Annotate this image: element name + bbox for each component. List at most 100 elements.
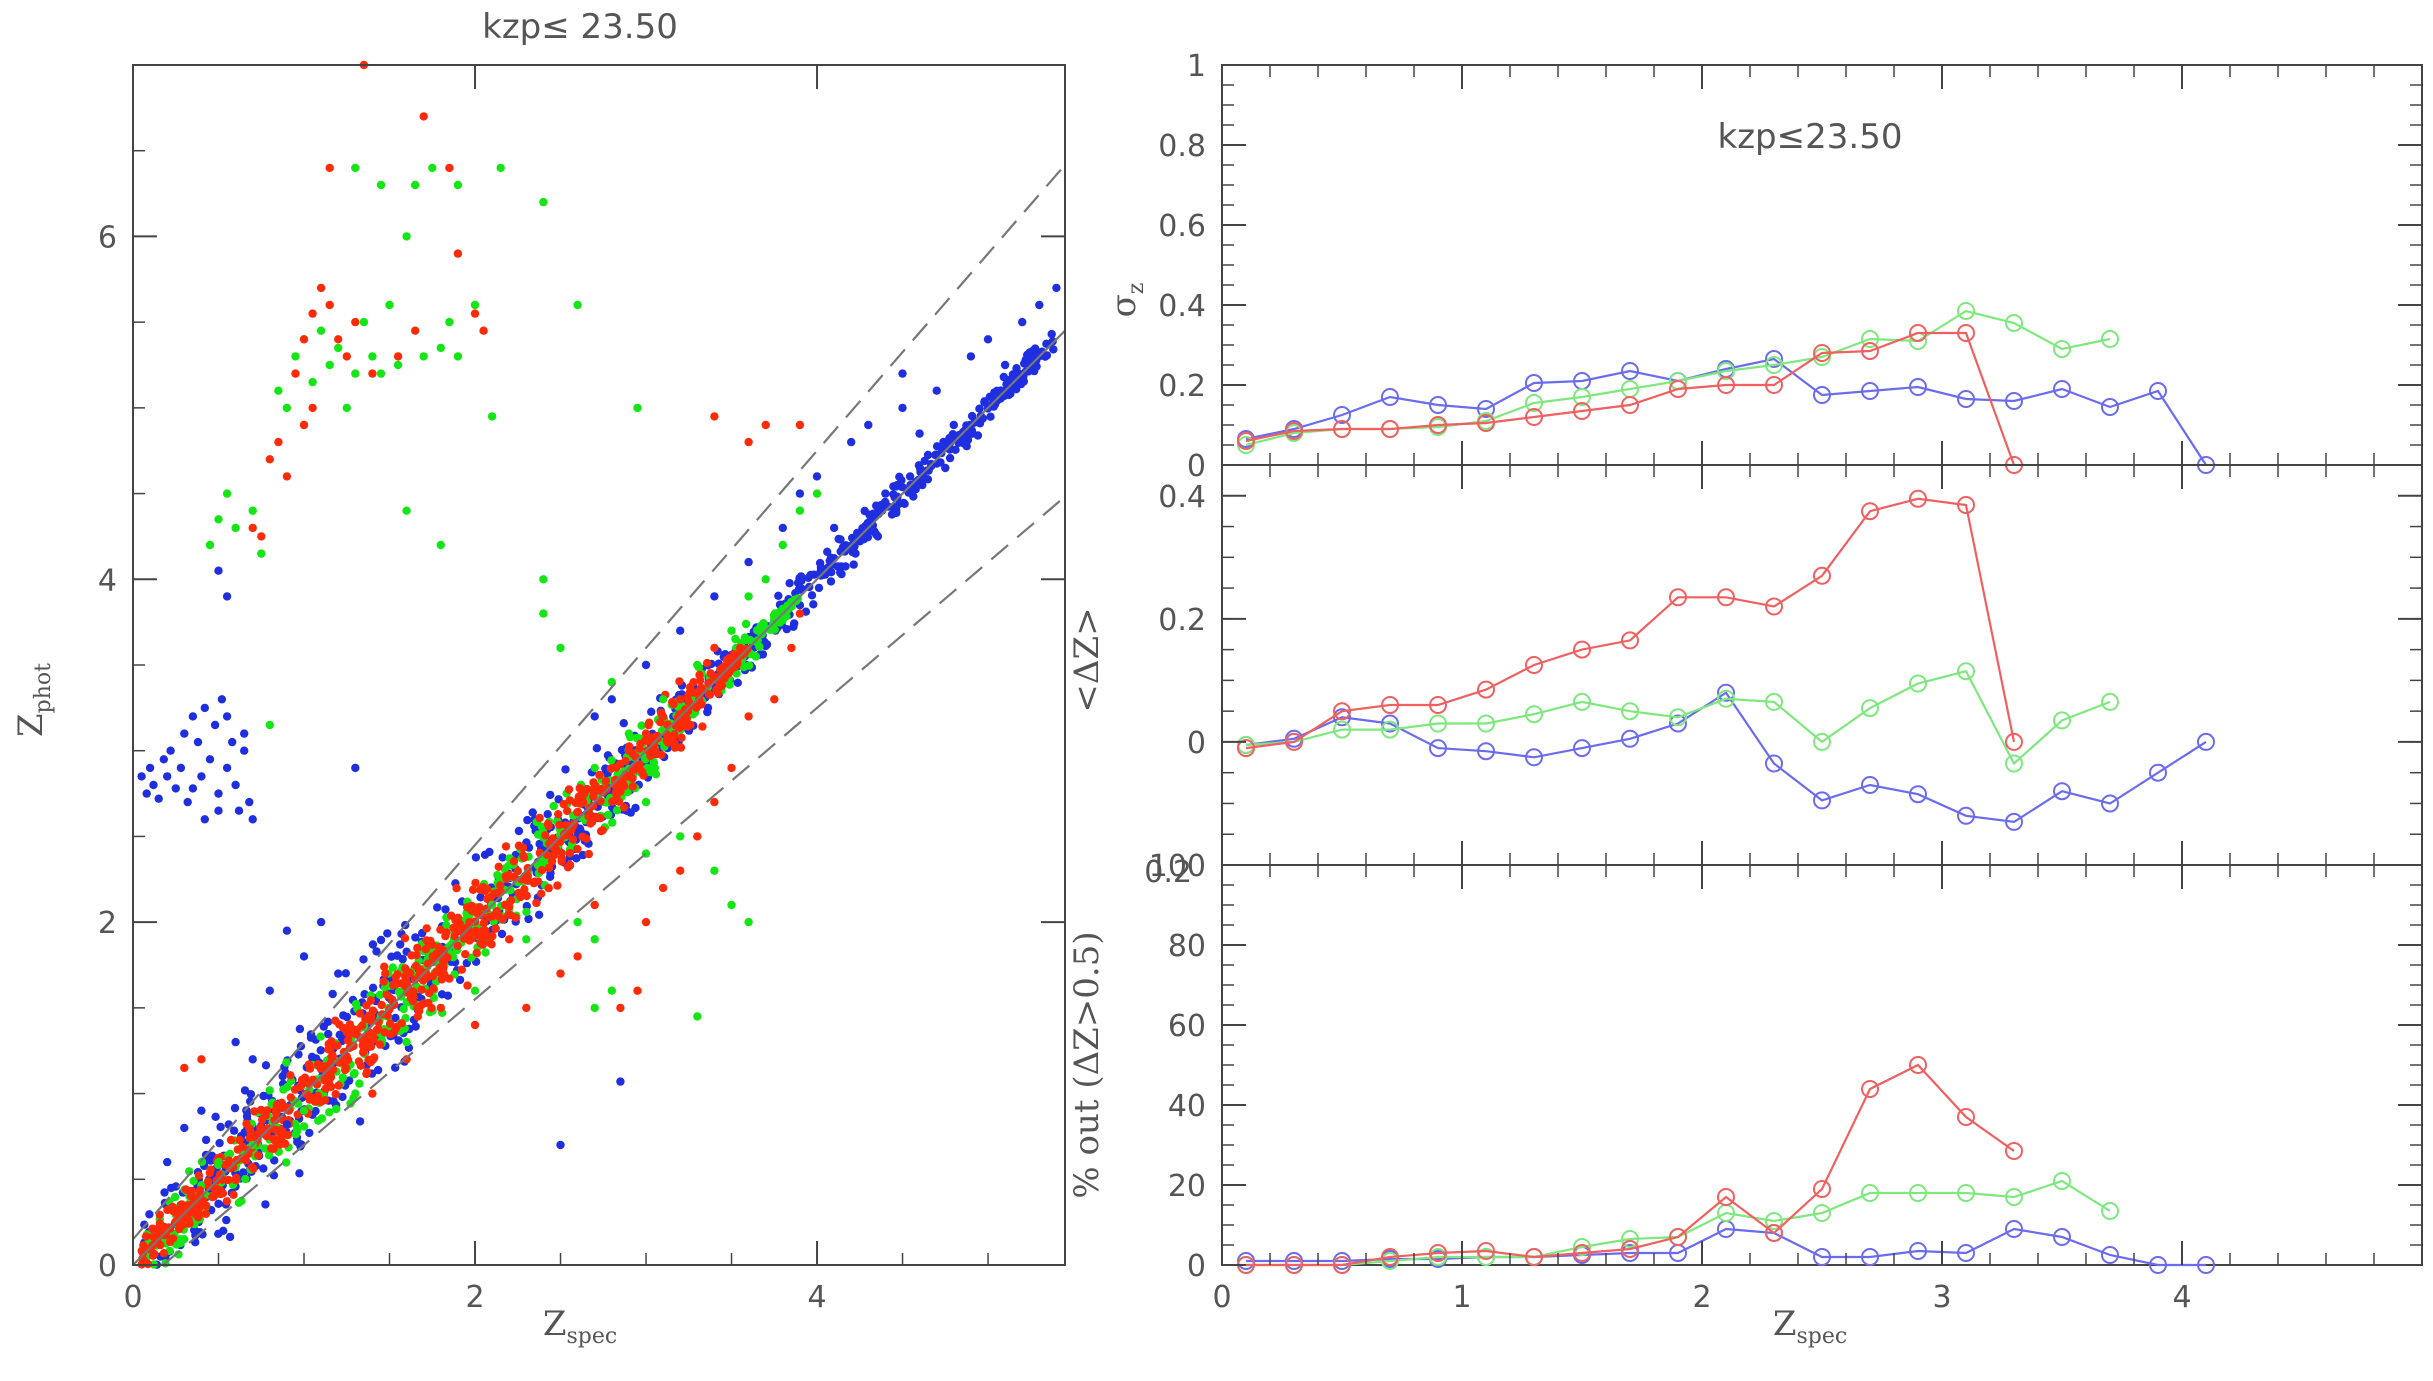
red-marker xyxy=(1861,342,1879,360)
red-point xyxy=(286,1093,295,1102)
red-point xyxy=(564,785,574,794)
red-point xyxy=(352,1030,362,1039)
blue-point xyxy=(411,933,420,942)
red-point xyxy=(645,736,654,745)
red-point xyxy=(297,1075,307,1085)
red-point xyxy=(425,988,434,998)
blue-marker xyxy=(2149,382,2167,400)
red-marker xyxy=(1621,396,1639,414)
red-point xyxy=(181,1185,191,1194)
y-tick-label: 1 xyxy=(1187,49,1206,84)
red-point xyxy=(354,1057,364,1066)
red-point xyxy=(390,979,399,989)
blue-point xyxy=(411,1022,420,1031)
blue-point xyxy=(1047,329,1056,339)
green-point xyxy=(351,163,360,173)
green-point xyxy=(453,352,463,361)
blue-point xyxy=(328,989,337,999)
red-point xyxy=(482,931,491,940)
red-point xyxy=(265,455,274,464)
blue-point xyxy=(932,442,942,451)
blue-point xyxy=(992,396,1002,405)
red-point xyxy=(596,786,605,795)
red-point xyxy=(541,831,550,840)
green-point xyxy=(739,662,748,672)
red-point xyxy=(544,821,553,831)
red-point xyxy=(635,744,644,753)
blue-point xyxy=(183,797,192,807)
green-marker xyxy=(1765,692,1783,711)
red-point xyxy=(284,1106,294,1115)
blue-point xyxy=(214,1199,223,1209)
green-point xyxy=(436,540,445,550)
green-marker xyxy=(1573,388,1591,406)
green-point xyxy=(299,1106,309,1115)
red-marker xyxy=(1237,432,1255,450)
green-point xyxy=(171,1192,180,1202)
blue-point xyxy=(945,453,955,463)
red-point xyxy=(710,643,719,653)
x-tick-label: 4 xyxy=(2172,1280,2191,1315)
blue-point xyxy=(1052,283,1061,293)
red-point xyxy=(628,782,637,791)
green-point xyxy=(641,797,651,807)
green-point xyxy=(332,1104,341,1114)
blue-point xyxy=(782,625,791,634)
green-marker xyxy=(1477,1248,1495,1266)
scatter-frame xyxy=(132,64,1066,1266)
red-point xyxy=(269,1144,278,1154)
blue-point xyxy=(945,434,954,443)
red-marker xyxy=(1237,739,1255,758)
green-point xyxy=(710,866,719,875)
x-tick-label: 0 xyxy=(123,1280,142,1315)
red-marker xyxy=(1525,1248,1543,1266)
red-point xyxy=(549,850,559,860)
green-point xyxy=(316,326,326,335)
blue-point xyxy=(229,1126,239,1135)
blue-point xyxy=(647,707,656,716)
green-point xyxy=(442,921,451,930)
green-point xyxy=(812,489,822,498)
red-point xyxy=(483,884,492,894)
blue-point xyxy=(785,579,794,588)
red-point xyxy=(468,885,478,894)
green-point xyxy=(241,1174,250,1184)
red-point xyxy=(369,1035,378,1044)
red-point xyxy=(533,877,543,886)
red-point xyxy=(380,962,389,971)
blue-point xyxy=(190,1226,199,1235)
red-point xyxy=(417,985,426,994)
blue-point xyxy=(200,815,209,824)
red-point xyxy=(580,787,590,796)
red-point xyxy=(148,1224,157,1233)
green-point xyxy=(745,635,755,645)
blue-point xyxy=(920,456,929,466)
red-point xyxy=(483,894,492,903)
blue-point xyxy=(166,746,175,755)
red-point xyxy=(537,866,547,875)
green-point xyxy=(470,986,480,995)
blue-point xyxy=(299,952,309,961)
blue-point xyxy=(228,737,237,747)
red-point xyxy=(366,1042,376,1051)
blue-marker xyxy=(1813,1248,1831,1266)
red-point xyxy=(544,883,553,893)
green-marker xyxy=(1861,1184,1879,1202)
blue-point xyxy=(1018,317,1027,327)
red-point xyxy=(308,309,317,318)
green-marker xyxy=(1957,302,1975,320)
green-point xyxy=(342,403,351,413)
red-marker xyxy=(1381,1248,1399,1266)
red-marker xyxy=(1477,414,1495,432)
blue-marker xyxy=(1381,388,1399,406)
blue-point xyxy=(966,352,976,361)
blue-point xyxy=(259,1164,268,1173)
red-point xyxy=(544,863,554,873)
green-point xyxy=(573,300,582,310)
red-point xyxy=(576,799,585,808)
blue-point xyxy=(790,619,799,628)
green-point xyxy=(222,489,232,498)
green-point xyxy=(693,1012,702,1021)
red-point xyxy=(787,643,796,653)
green-point xyxy=(376,369,386,378)
